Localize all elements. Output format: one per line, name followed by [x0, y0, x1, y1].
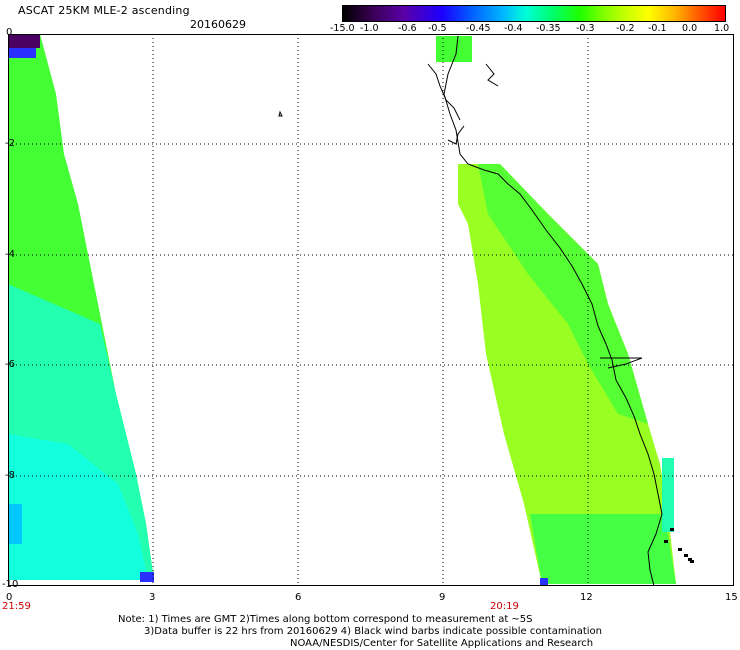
y-tick-label: -6 — [5, 359, 15, 370]
y-tick-label: -10 — [2, 579, 19, 590]
note-line-1: Note: 1) Times are GMT 2)Times along bot… — [118, 614, 533, 625]
graticule — [8, 34, 734, 586]
map-canvas — [8, 34, 734, 586]
right-swath — [436, 36, 676, 586]
left-swath-blue-bottom — [140, 572, 154, 582]
colorbar-labels: -15.0 -1.0 -0.6 -0.5 -0.45 -0.4 -0.35 -0… — [330, 23, 740, 37]
colorbar-label: -0.4 — [504, 23, 523, 34]
map-border — [8, 34, 734, 586]
right-swath-green-band — [478, 164, 648, 424]
map-panel — [8, 34, 734, 586]
y-tick-label: -8 — [5, 470, 15, 481]
x-tick-label: 15 — [725, 592, 738, 603]
left-swath-aqua-core — [8, 434, 148, 580]
wind-barb-marker — [678, 548, 682, 551]
left-swath-purple-corner — [8, 34, 40, 48]
colorbar-label: -0.6 — [398, 23, 417, 34]
x-tick-label: 6 — [295, 592, 302, 603]
colorbar-label: -0.3 — [576, 23, 595, 34]
note-line-3: NOAA/NESDIS/Center for Satellite Applica… — [290, 638, 594, 649]
wind-barb-marker — [690, 560, 694, 563]
wind-barb-marker — [664, 540, 668, 543]
wind-barb-marker — [670, 528, 674, 531]
product-date: 20160629 — [190, 18, 246, 31]
right-swath-base — [458, 164, 676, 584]
footnotes: Note: 1) Times are GMT 2)Times along bot… — [118, 614, 718, 650]
colorbar-label: -0.5 — [428, 23, 447, 34]
colorbar-label: 0.0 — [682, 23, 698, 34]
left-swath — [8, 34, 154, 582]
left-swath-blue-patch — [8, 504, 22, 544]
wind-barb-marker — [688, 558, 692, 561]
x-tick-label: 3 — [149, 592, 156, 603]
swath-time-left: 21:59 — [2, 601, 31, 612]
coastline-detail — [427, 63, 643, 369]
right-swath-green-south — [530, 514, 676, 584]
wind-barb-markers — [664, 528, 694, 563]
x-tick-label: 0 — [6, 592, 13, 603]
right-swath-cyan-edge — [662, 458, 674, 532]
x-tick-label: 12 — [580, 592, 593, 603]
colorbar-label: -15.0 — [330, 23, 355, 34]
colorbar-label: -0.45 — [466, 23, 491, 34]
x-tick-label: 9 — [439, 592, 446, 603]
right-swath-blue-cell — [540, 578, 548, 586]
colorbar-label: -1.0 — [360, 23, 379, 34]
colorbar-label: -0.1 — [648, 23, 667, 34]
note-line-2: 3)Data buffer is 22 hrs from 20160629 4)… — [144, 626, 602, 637]
wind-barb-marker — [684, 554, 688, 557]
y-tick-label: -4 — [5, 249, 15, 260]
colorbar-label: -0.35 — [536, 23, 561, 34]
island — [278, 110, 283, 117]
colorbar-label: 1.0 — [714, 23, 730, 34]
swath-time-right: 20:19 — [490, 601, 519, 612]
y-tick-label: -2 — [5, 138, 15, 149]
product-title: ASCAT 25KM MLE-2 ascending — [18, 4, 190, 17]
y-tick-label: 0 — [6, 27, 13, 38]
left-swath-blue-corner — [8, 48, 36, 58]
colorbar — [342, 5, 726, 22]
colorbar-label: -0.2 — [616, 23, 635, 34]
